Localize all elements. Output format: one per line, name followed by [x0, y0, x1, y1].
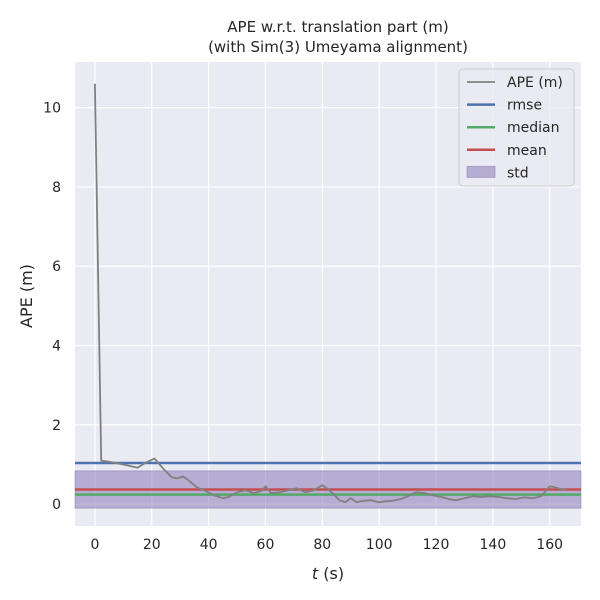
x-tick-label: 40 [200, 537, 218, 553]
x-tick-label: 60 [257, 537, 275, 553]
x-tick-label: 120 [423, 537, 450, 553]
legend-label: mean [507, 143, 547, 159]
ape-series-line [94, 83, 567, 504]
legend-label: APE (m) [507, 75, 563, 91]
x-axis-label-variable: t [312, 564, 319, 583]
chart-title: APE w.r.t. translation part (m) [227, 18, 448, 36]
x-tick-label: 140 [480, 537, 507, 553]
x-tick-label: 0 [90, 537, 99, 553]
legend-label: std [507, 165, 529, 181]
x-tick-labels: 0 20 40 60 80 100 120 140 160 [90, 537, 563, 553]
y-tick-label: 6 [52, 259, 61, 275]
y-tick-label: 2 [52, 418, 61, 434]
legend-swatch [466, 165, 496, 178]
legend-label: median [507, 120, 559, 136]
x-axis-label: t (s) [312, 564, 344, 583]
y-tick-label: 10 [43, 101, 61, 117]
legend: APE (m) rmse median mean std [458, 68, 575, 187]
x-tick-label: 20 [143, 537, 161, 553]
x-axis-label-unit: (s) [318, 564, 344, 583]
x-tick-label: 100 [366, 537, 393, 553]
x-tick-label: 80 [313, 537, 331, 553]
y-tick-label: 4 [52, 339, 61, 355]
y-axis-label: APE (m) [17, 264, 36, 328]
x-tick-label: 160 [536, 537, 563, 553]
series-layer [94, 83, 567, 504]
legend-label: rmse [507, 98, 542, 114]
y-tick-label: 0 [52, 497, 61, 513]
chart-subtitle: (with Sim(3) Umeyama alignment) [208, 38, 468, 56]
y-tick-labels: 0 2 4 6 8 10 [43, 101, 61, 514]
legend-box [458, 68, 575, 187]
y-tick-label: 8 [52, 180, 61, 196]
